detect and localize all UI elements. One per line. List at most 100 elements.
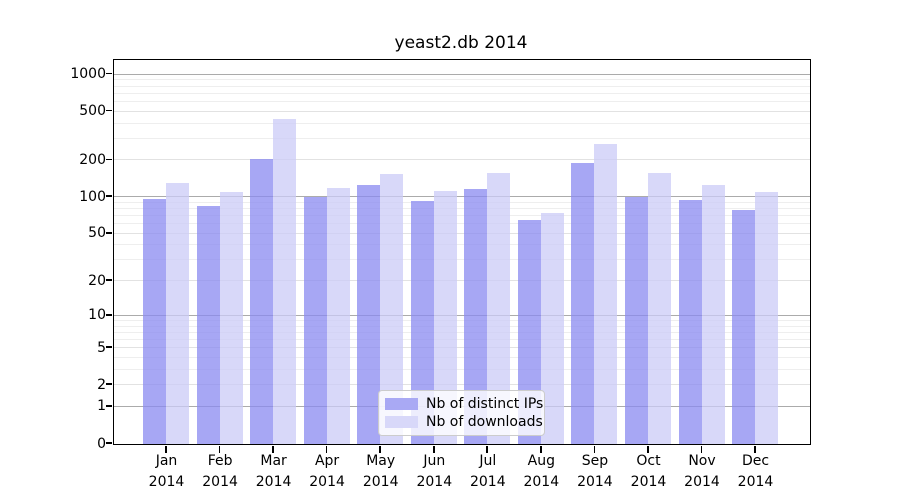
y-tick-200 bbox=[105, 158, 112, 161]
bar-downloads-jun bbox=[433, 190, 457, 444]
gridline-8 bbox=[113, 325, 810, 327]
bar-downloads-jan bbox=[166, 183, 189, 444]
x-tick-jun bbox=[432, 445, 435, 453]
gridline-7 bbox=[113, 331, 810, 333]
x-label-year: 2014 bbox=[416, 474, 453, 490]
gridline-200 bbox=[113, 159, 810, 161]
x-label-month: Dec bbox=[741, 453, 770, 469]
x-label-month: Sep bbox=[581, 453, 609, 469]
bar-downloads-sep bbox=[594, 144, 618, 444]
gridline-900 bbox=[113, 79, 810, 81]
x-tick-label-jul: Jul 2014 bbox=[443, 451, 533, 493]
bar-downloads-feb bbox=[219, 191, 243, 444]
x-tick-label-aug: Aug 2014 bbox=[496, 451, 586, 493]
x-tick-label-jan: Jan 2014 bbox=[122, 451, 212, 493]
x-label-month: Jun bbox=[423, 453, 446, 469]
x-tick-label-may: May 2014 bbox=[336, 451, 426, 493]
bar-ips-jul bbox=[464, 188, 488, 444]
gridline-4 bbox=[113, 356, 810, 358]
y-tick-label-2: 2 bbox=[97, 376, 106, 393]
y-tick-label-50: 50 bbox=[88, 225, 106, 242]
x-label-year: 2014 bbox=[577, 474, 613, 490]
bar-downloads-oct bbox=[647, 172, 671, 444]
gridline-400 bbox=[113, 122, 810, 124]
x-tick-dec bbox=[754, 445, 756, 453]
bar-ips-may bbox=[357, 185, 381, 444]
bar-downloads-jul bbox=[487, 173, 511, 444]
x-label-month: Nov bbox=[688, 453, 716, 469]
bar-ips-jan bbox=[143, 198, 166, 444]
bar-downloads-aug bbox=[540, 213, 564, 444]
y-tick-label-500: 500 bbox=[79, 103, 106, 120]
gridline-70 bbox=[113, 215, 810, 217]
gridline-600 bbox=[113, 100, 810, 102]
y-tick-1 bbox=[105, 405, 112, 407]
x-label-year: 2014 bbox=[737, 474, 774, 490]
bar-ips-sep bbox=[571, 162, 595, 444]
x-tick-jan bbox=[165, 445, 167, 453]
chart-title: yeast2.db 2014 bbox=[394, 33, 528, 53]
bar-downloads-mar bbox=[273, 119, 297, 444]
y-tick-label-10: 10 bbox=[88, 307, 106, 324]
legend-label: Nb of downloads bbox=[426, 414, 543, 430]
x-tick-label-dec: Dec 2014 bbox=[711, 451, 801, 493]
legend-item-distinct-ips: Nb of distinct IPs bbox=[385, 396, 543, 412]
x-label-month: Jan bbox=[155, 453, 178, 469]
x-tick-nov bbox=[700, 445, 703, 453]
gridline-80 bbox=[113, 208, 810, 209]
x-tick-label-nov: Nov 2014 bbox=[657, 451, 747, 493]
x-tick-jul bbox=[486, 445, 489, 453]
bar-ips-apr bbox=[303, 197, 327, 444]
x-tick-label-sep: Sep 2014 bbox=[550, 451, 640, 493]
bar-ips-nov bbox=[678, 199, 702, 444]
gridline-20 bbox=[113, 280, 810, 282]
legend-item-downloads: Nb of downloads bbox=[385, 414, 543, 430]
x-tick-label-oct: Oct 2014 bbox=[604, 451, 694, 493]
x-label-year: 2014 bbox=[309, 474, 345, 490]
y-tick-label-5: 5 bbox=[97, 339, 106, 356]
x-tick-oct bbox=[647, 445, 649, 453]
x-tick-label-feb: Feb 2014 bbox=[175, 451, 265, 493]
x-tick-feb bbox=[218, 445, 221, 453]
bar-downloads-apr bbox=[326, 188, 350, 444]
x-label-year: 2014 bbox=[362, 474, 399, 490]
x-tick-mar bbox=[272, 445, 274, 453]
legend-swatch bbox=[385, 397, 418, 411]
gridline-60 bbox=[113, 223, 810, 225]
gridline-700 bbox=[113, 92, 810, 94]
gridline-40 bbox=[113, 244, 810, 246]
x-tick-aug bbox=[539, 445, 542, 453]
gridline-30 bbox=[113, 259, 810, 261]
x-label-month: May bbox=[366, 453, 396, 469]
x-label-year: 2014 bbox=[684, 474, 720, 490]
gridline-6 bbox=[113, 338, 810, 340]
y-tick-label-200: 200 bbox=[79, 151, 106, 168]
bar-downloads-dec bbox=[755, 192, 779, 444]
x-tick-sep bbox=[593, 445, 596, 453]
gridline-50 bbox=[113, 232, 810, 234]
y-tick-500 bbox=[105, 109, 112, 112]
x-label-month: Feb bbox=[207, 453, 233, 469]
y-tick-label-20: 20 bbox=[88, 272, 106, 289]
bar-downloads-nov bbox=[701, 184, 725, 444]
x-label-year: 2014 bbox=[630, 474, 667, 490]
y-tick-50 bbox=[105, 231, 112, 234]
y-tick-label-0: 0 bbox=[97, 435, 106, 452]
y-tick-2 bbox=[105, 383, 112, 386]
x-label-month: Apr bbox=[314, 453, 340, 469]
gridline-500 bbox=[113, 110, 810, 112]
legend: Nb of distinct IPs Nb of downloads bbox=[378, 390, 545, 436]
gridline-100 bbox=[113, 196, 810, 198]
x-label-month: Jul bbox=[479, 453, 497, 469]
legend-label: Nb of distinct IPs bbox=[426, 396, 544, 412]
x-label-year: 2014 bbox=[255, 474, 292, 490]
x-tick-label-apr: Apr 2014 bbox=[282, 451, 372, 493]
gridline-9 bbox=[113, 319, 810, 321]
y-tick-20 bbox=[105, 279, 112, 282]
x-label-month: Aug bbox=[527, 453, 555, 469]
bar-ips-aug bbox=[517, 220, 541, 444]
bar-ips-dec bbox=[732, 210, 756, 444]
y-tick-label-1: 1 bbox=[97, 398, 106, 415]
bar-downloads-may bbox=[380, 174, 404, 444]
